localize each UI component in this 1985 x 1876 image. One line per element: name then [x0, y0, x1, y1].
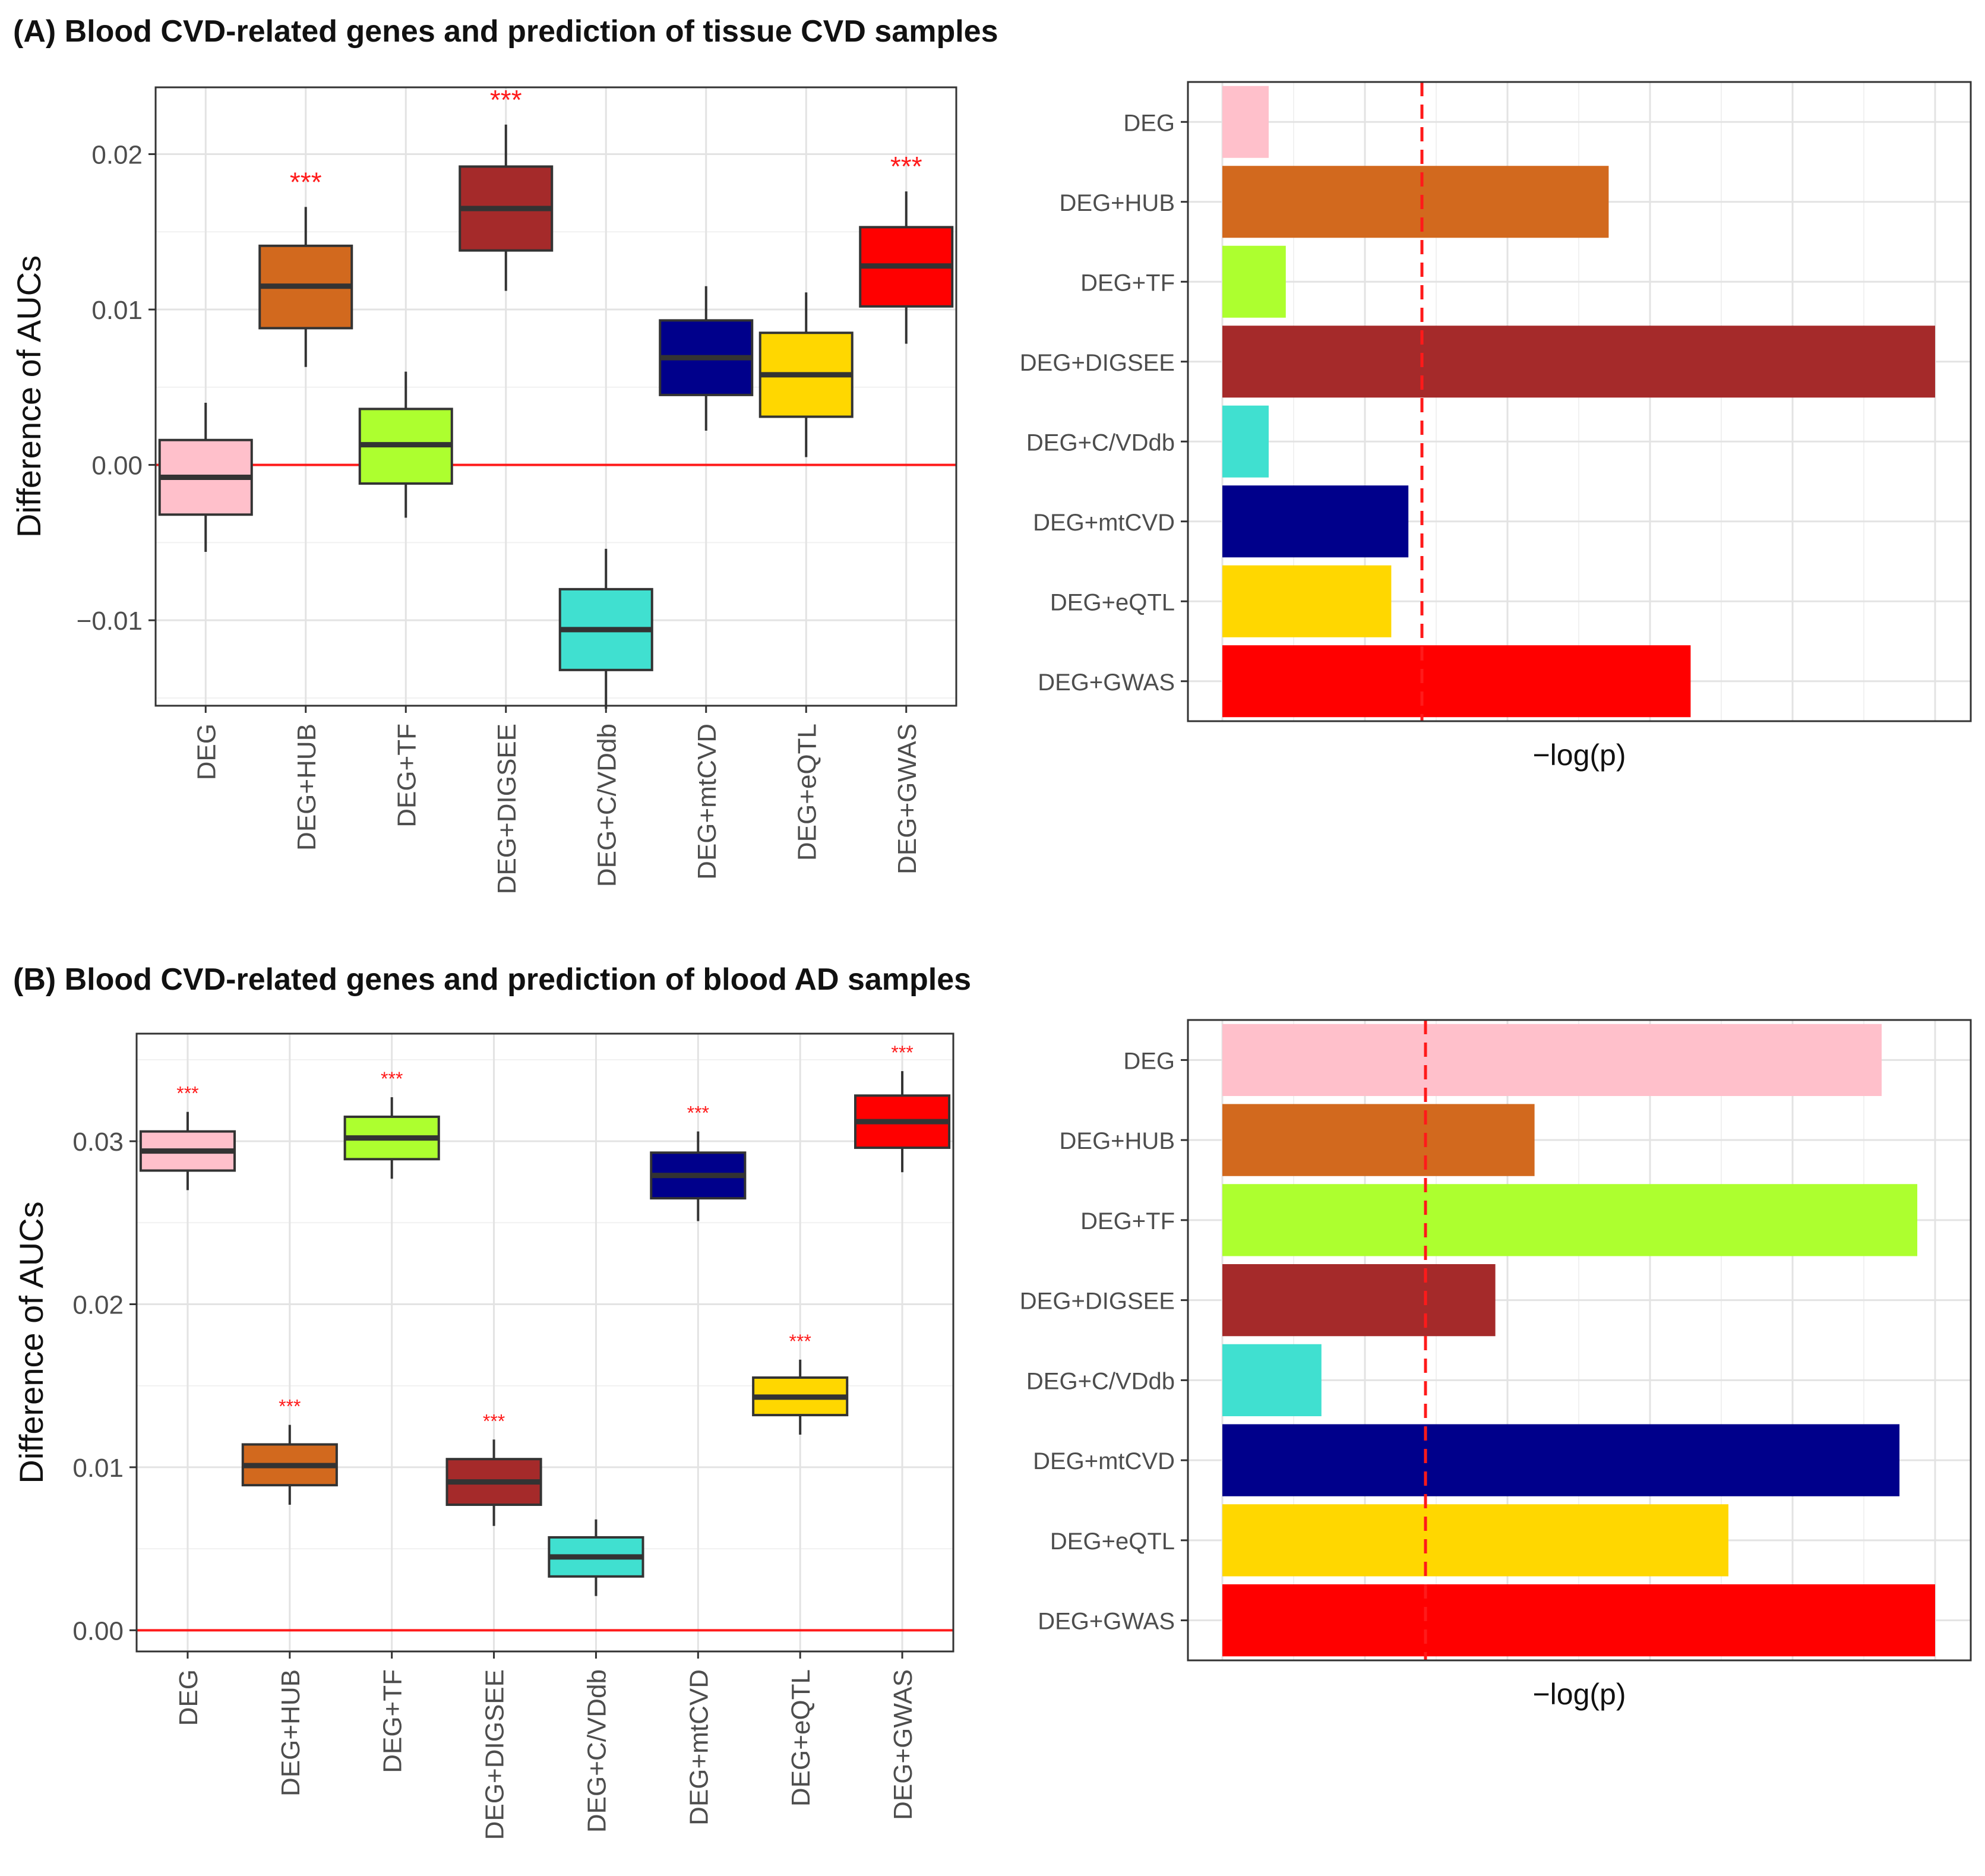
box-deg-gwas: ***: [859, 151, 954, 344]
panel-b-bar-plot: DEG DEG+HUB DEG+TF DEG+DIGSEE DEG+C/VDdb DEG+…: [1020, 1019, 1972, 1711]
significance-marker: ***: [279, 1396, 301, 1417]
significance-marker: ***: [483, 1410, 505, 1432]
significance-marker: ***: [381, 1068, 403, 1089]
y-tick-label: DEG: [1123, 110, 1175, 136]
y-axis-label: Difference of AUCs: [12, 1201, 50, 1483]
y-tick-label: −0.01: [77, 607, 143, 636]
box-deg-hub: ***: [241, 1396, 338, 1505]
bar-deg: [1222, 1024, 1882, 1097]
x-tick-label: DEG: [192, 724, 221, 780]
y-tick-label: DEG+HUB: [1060, 190, 1175, 216]
y-tick-label: DEG+eQTL: [1050, 589, 1175, 615]
x-tick-label: DEG+DIGSEE: [481, 1669, 510, 1840]
y-tick-label: 0.01: [91, 296, 143, 325]
x-tick-label: DEG+eQTL: [786, 1669, 816, 1806]
box-deg-tf: [358, 371, 453, 518]
y-tick-label: DEG: [1123, 1048, 1175, 1074]
bar-deg-tf: [1222, 245, 1286, 318]
significance-marker: ***: [687, 1103, 709, 1124]
bar-deg-eqtl: [1222, 565, 1392, 637]
x-tick-label: DEG+GWAS: [893, 724, 922, 874]
plot-frame: [1187, 1019, 1972, 1662]
y-axis-label: Difference of AUCs: [10, 255, 48, 538]
y-tick-label: 0.00: [91, 451, 143, 481]
y-tick-label: DEG+HUB: [1060, 1128, 1175, 1154]
y-tick-label: DEG+eQTL: [1050, 1528, 1175, 1555]
significance-marker: ***: [789, 1331, 811, 1352]
bar-deg-tf: [1222, 1184, 1917, 1256]
bar-deg-digsee: [1222, 326, 1935, 398]
x-tick-label: DEG+TF: [392, 724, 421, 828]
y-tick-label: DEG+mtCVD: [1033, 510, 1175, 536]
x-tick-label: DEG+C/VDdb: [592, 724, 621, 887]
box-deg-eqtl: [758, 292, 854, 457]
significance-marker: ***: [490, 84, 522, 115]
bar-deg-hub: [1222, 166, 1609, 238]
plot-frame: [1187, 81, 1972, 722]
x-tick-label: DEG+GWAS: [889, 1669, 918, 1820]
bar-deg-gwas: [1222, 645, 1691, 718]
box-deg: [158, 402, 253, 552]
bar-deg-mtcvd: [1222, 485, 1409, 558]
box-deg-hub: ***: [258, 166, 353, 367]
x-axis-label: −log(p): [1532, 1678, 1626, 1711]
significance-marker: ***: [176, 1083, 198, 1104]
x-tick-label: DEG+mtCVD: [693, 724, 722, 880]
y-tick-label: 0.03: [72, 1128, 124, 1157]
box-deg: ***: [139, 1083, 236, 1190]
bar-deg: [1222, 86, 1269, 158]
x-tick-label: DEG+eQTL: [792, 724, 821, 861]
y-tick-label: DEG+GWAS: [1038, 669, 1175, 696]
y-tick-label: DEG+C/VDdb: [1026, 1368, 1175, 1394]
y-tick-label: DEG+DIGSEE: [1020, 350, 1175, 376]
box-deg-digsee: ***: [445, 1410, 542, 1526]
x-tick-label: DEG+HUB: [276, 1669, 305, 1796]
y-tick-label: DEG+TF: [1080, 270, 1175, 296]
panel-a-box-plot: *** *** *** −0.01 0.00 0.01 0.02 DEG DEG+HUB DEG+…: [10, 84, 957, 894]
x-tick-label: DEG: [174, 1669, 203, 1726]
bar-deg-mtcvd: [1222, 1424, 1899, 1496]
y-tick-label: DEG+DIGSEE: [1020, 1288, 1175, 1315]
y-tick-label: DEG+mtCVD: [1033, 1448, 1175, 1474]
y-tick-label: DEG+C/VDdb: [1026, 429, 1175, 456]
box-deg-tf: ***: [343, 1068, 440, 1179]
y-tick-label: 0.02: [91, 140, 143, 169]
box-deg-digsee: ***: [459, 84, 554, 291]
significance-marker: ***: [890, 151, 922, 182]
bar-deg-c-vddb: [1222, 405, 1269, 478]
y-tick-label: 0.00: [72, 1616, 124, 1646]
x-tick-label: DEG+HUB: [292, 724, 321, 851]
plot-frame: [154, 86, 957, 707]
panel-a-title: (A) Blood CVD-related genes and predicti…: [13, 14, 998, 49]
y-tick-label: DEG+TF: [1080, 1208, 1175, 1234]
bar-deg-gwas: [1222, 1584, 1935, 1657]
x-tick-label: DEG+TF: [378, 1669, 407, 1773]
y-tick-label: 0.01: [72, 1454, 124, 1483]
y-tick-label: DEG+GWAS: [1038, 1609, 1175, 1635]
significance-marker: ***: [290, 166, 322, 197]
panel-b-box-plot: *** *** *** *** *** *** *** 0.00 0.01 0.02 0.03 DEG…: [12, 1032, 954, 1840]
box-deg-c-vddb: [558, 548, 653, 709]
box-deg-mtcvd: [659, 286, 754, 431]
box-deg-eqtl: ***: [752, 1331, 849, 1435]
x-tick-label: DEG+DIGSEE: [492, 724, 521, 894]
box-deg-gwas: ***: [854, 1042, 951, 1173]
panel-b-title: (B) Blood CVD-related genes and predicti…: [13, 962, 971, 997]
box-deg-mtcvd: ***: [650, 1103, 747, 1221]
panel-a-bar-plot: DEG DEG+HUB DEG+TF DEG+DIGSEE DEG+C/VDdb DEG+…: [1020, 81, 1972, 772]
x-tick-label: DEG+mtCVD: [684, 1669, 713, 1826]
x-tick-label: DEG+C/VDdb: [582, 1669, 611, 1833]
plot-frame: [135, 1032, 954, 1653]
box-deg-c-vddb: [548, 1519, 644, 1596]
bar-deg-c-vddb: [1222, 1344, 1322, 1417]
x-axis-label: −log(p): [1532, 738, 1626, 772]
y-tick-label: 0.02: [72, 1291, 124, 1320]
bar-deg-digsee: [1222, 1264, 1496, 1337]
bar-deg-eqtl: [1222, 1504, 1728, 1577]
significance-marker: ***: [891, 1042, 913, 1063]
bar-deg-hub: [1222, 1104, 1535, 1176]
